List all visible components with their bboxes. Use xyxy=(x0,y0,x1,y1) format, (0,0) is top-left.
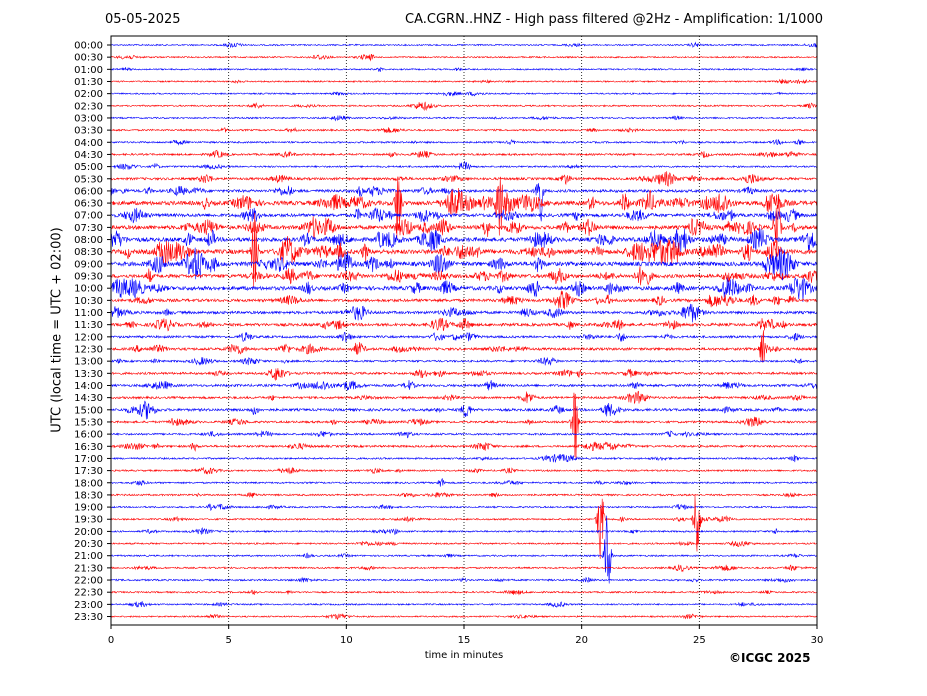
y-tick-label: 23:00 xyxy=(74,600,103,611)
trace-row xyxy=(110,478,818,487)
y-tick-label: 02:00 xyxy=(74,89,103,100)
y-tick-label: 01:00 xyxy=(74,65,103,76)
y-tick-label: 09:00 xyxy=(74,259,103,270)
y-tick-label: 19:30 xyxy=(74,515,103,526)
x-tick-label: 0 xyxy=(108,635,114,646)
y-tick-label: 07:30 xyxy=(74,223,103,234)
trace-row xyxy=(110,390,818,405)
y-tick-label: 16:30 xyxy=(74,442,103,453)
y-tick-label: 10:00 xyxy=(74,284,103,295)
y-tick-label: 00:00 xyxy=(74,41,103,52)
y-tick-label: 14:00 xyxy=(74,381,103,392)
y-tick-label: 01:30 xyxy=(74,77,103,88)
y-tick-label: 17:00 xyxy=(74,454,103,465)
x-axis-label: time in minutes xyxy=(424,650,504,661)
y-tick-label: 17:30 xyxy=(74,466,103,477)
y-tick-label: 03:30 xyxy=(74,126,103,137)
trace-row xyxy=(110,400,818,420)
x-tick-label: 10 xyxy=(340,635,353,646)
y-tick-label: 04:00 xyxy=(74,138,103,149)
y-tick-label: 13:30 xyxy=(74,369,103,380)
trace-row xyxy=(110,356,818,366)
y-tick-label: 03:00 xyxy=(74,113,103,124)
trace-row xyxy=(110,613,818,621)
y-tick-label: 15:00 xyxy=(74,405,103,416)
trace-row xyxy=(111,207,818,224)
y-tick-label: 20:30 xyxy=(74,539,103,550)
y-tick-label: 23:30 xyxy=(74,612,103,623)
y-tick-label: 11:30 xyxy=(74,320,103,331)
y-tick-label: 09:30 xyxy=(74,272,103,283)
x-tick-label: 25 xyxy=(693,635,706,646)
x-tick-label: 5 xyxy=(225,635,231,646)
y-tick-label: 05:30 xyxy=(74,174,103,185)
y-tick-label: 18:00 xyxy=(74,478,103,489)
y-tick-label: 13:00 xyxy=(74,357,103,368)
trace-row xyxy=(110,138,818,146)
y-tick-label: 12:00 xyxy=(74,332,103,343)
y-tick-label: 18:30 xyxy=(74,490,103,501)
trace-row xyxy=(110,441,818,452)
trace-row xyxy=(110,392,818,459)
chart-title: CA.CGRN..HNZ - High pass filtered @2Hz -… xyxy=(405,12,823,27)
y-tick-label: 19:00 xyxy=(74,503,103,514)
y-tick-label: 22:00 xyxy=(74,576,103,587)
trace-row xyxy=(110,277,818,303)
date-label: 05-05-2025 xyxy=(105,12,181,27)
y-tick-label: 06:00 xyxy=(74,186,103,197)
y-tick-label: 07:00 xyxy=(74,211,103,222)
y-tick-label: 14:30 xyxy=(74,393,103,404)
y-tick-label: 21:30 xyxy=(74,563,103,574)
trace-row xyxy=(111,576,818,583)
y-tick-label: 22:30 xyxy=(74,588,103,599)
y-tick-label: 00:30 xyxy=(74,53,103,64)
x-tick-label: 30 xyxy=(811,635,824,646)
y-tick-label: 02:30 xyxy=(74,101,103,112)
y-tick-label: 05:00 xyxy=(74,162,103,173)
y-tick-label: 06:30 xyxy=(74,199,103,210)
trace-row xyxy=(110,183,818,222)
y-tick-label: 10:30 xyxy=(74,296,103,307)
y-tick-label: 12:30 xyxy=(74,345,103,356)
grid-layer xyxy=(228,36,700,625)
x-tick-label: 20 xyxy=(575,635,588,646)
y-tick-label: 08:30 xyxy=(74,247,103,258)
y-tick-label: 08:00 xyxy=(74,235,103,246)
trace-row xyxy=(110,454,818,463)
y-tick-label: 20:00 xyxy=(74,527,103,538)
trace-row xyxy=(111,430,818,439)
trace-row xyxy=(110,149,817,159)
trace-row xyxy=(110,466,818,475)
trace-row xyxy=(110,171,818,187)
y-tick-label: 16:00 xyxy=(74,430,103,441)
y-tick-label: 04:30 xyxy=(74,150,103,161)
y-tick-label: 11:00 xyxy=(74,308,103,319)
x-tick-label: 15 xyxy=(458,635,471,646)
copyright-label: ©ICGC 2025 xyxy=(729,651,811,665)
y-tick-label: 15:30 xyxy=(74,417,103,428)
y-tick-label: 21:00 xyxy=(74,551,103,562)
trace-row xyxy=(110,127,817,134)
